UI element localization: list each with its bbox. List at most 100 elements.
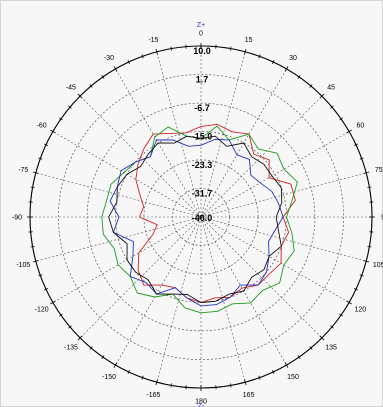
radial-tick-label: -40.0	[192, 213, 213, 223]
minor-angle-tick	[59, 313, 63, 317]
angle-tick-label: -75	[18, 167, 28, 174]
minor-angle-tick	[101, 75, 105, 79]
angle-tick	[113, 362, 118, 368]
angle-tick	[32, 171, 39, 174]
angle-spoke	[115, 216, 202, 366]
radial-tick-label: -23.3	[192, 160, 213, 170]
axis-top-label: Z+	[197, 22, 205, 29]
radial-tick-label: -15.0	[192, 132, 213, 142]
angle-tick	[244, 48, 247, 55]
minor-angle-tick	[309, 84, 313, 88]
minor-angle-tick	[258, 375, 261, 380]
minor-angle-tick	[44, 288, 48, 291]
angle-spoke	[200, 51, 246, 218]
angle-tick-label: -60	[37, 123, 47, 130]
angle-tick	[155, 48, 158, 55]
axis-bottom-label: Z-	[198, 403, 205, 407]
angle-tick-label: 165	[243, 392, 255, 399]
series-group	[101, 123, 298, 314]
angle-spoke	[156, 216, 202, 383]
series-line	[108, 135, 283, 303]
series-line	[109, 139, 284, 307]
angle-tick-label: -15	[148, 37, 158, 44]
minor-angle-tick	[30, 186, 35, 189]
angle-spoke	[200, 131, 350, 218]
angle-tick	[77, 335, 83, 341]
angle-spoke	[35, 216, 202, 262]
angle-tick	[363, 260, 370, 263]
series-line	[101, 125, 298, 314]
angle-tick	[32, 260, 39, 263]
angle-tick-label: 150	[287, 374, 299, 381]
minor-angle-tick	[339, 117, 343, 121]
angle-tick-label: -105	[16, 262, 30, 269]
minor-angle-tick	[330, 325, 334, 329]
angle-spoke	[200, 216, 246, 383]
angle-spoke	[200, 172, 367, 218]
minor-angle-tick	[38, 274, 43, 277]
angle-tick	[284, 66, 289, 72]
minor-angle-tick	[141, 375, 144, 380]
angle-tick-label: 105	[373, 262, 383, 269]
angle-tick-label: 75	[375, 167, 383, 174]
minor-angle-tick	[359, 274, 364, 277]
minor-angle-tick	[272, 60, 275, 64]
angle-tick	[319, 335, 325, 341]
minor-angle-tick	[309, 346, 313, 350]
minor-angle-tick	[330, 105, 334, 109]
tick-labels: 0 15 30 45 60 75 90 105 120 135 150 165 180 -165 -150 -…	[12, 31, 383, 406]
angle-spoke	[200, 216, 367, 262]
radial-tick-label: -31.7	[192, 189, 213, 199]
radial-tick-label: 1.7	[196, 74, 209, 84]
angle-tick	[155, 379, 158, 386]
minor-angle-tick	[38, 157, 43, 160]
angle-tick	[346, 300, 352, 305]
angle-tick-label: -150	[102, 374, 116, 381]
minor-angle-tick	[367, 245, 372, 248]
angle-tick	[284, 362, 289, 368]
angle-tick-label: 30	[289, 55, 297, 62]
angle-tick-label: 90	[381, 215, 383, 222]
minor-angle-tick	[229, 383, 232, 388]
minor-angle-tick	[297, 355, 301, 359]
minor-angle-tick	[258, 54, 261, 59]
angle-spoke	[200, 216, 323, 339]
radial-grid-circle	[58, 74, 344, 360]
minor-angle-tick	[101, 355, 105, 359]
minor-angle-tick	[354, 143, 358, 146]
minor-angle-tick	[44, 143, 48, 146]
angle-tick-label: 60	[356, 123, 364, 130]
radial-tick-label: -6.7	[194, 103, 210, 113]
angle-tick	[77, 93, 83, 99]
angle-tick-label: -120	[35, 307, 49, 314]
angle-tick-label: 45	[327, 84, 335, 91]
minor-angle-tick	[272, 370, 275, 374]
radial-tick-label: 10.0	[193, 46, 211, 56]
angle-spoke	[200, 216, 350, 303]
angle-tick-label: 180	[195, 399, 207, 406]
angle-tick-label: -90	[12, 215, 22, 222]
angle-tick-label: 0	[199, 31, 203, 38]
minor-angle-tick	[170, 46, 173, 51]
minor-angle-tick	[59, 117, 63, 121]
angle-tick-label: 135	[325, 345, 337, 352]
angle-tick-label: -30	[104, 55, 114, 62]
angle-tick	[363, 171, 370, 174]
minor-angle-tick	[339, 313, 343, 317]
angle-tick	[244, 379, 247, 386]
angle-tick	[50, 129, 56, 134]
minor-angle-tick	[229, 46, 232, 51]
angle-tick	[346, 129, 352, 134]
angle-tick-label: -135	[64, 345, 78, 352]
minor-angle-tick	[354, 288, 358, 291]
angle-tick	[113, 66, 118, 72]
angle-tick	[319, 93, 325, 99]
minor-angle-tick	[68, 325, 72, 329]
angle-tick-label: -45	[66, 84, 76, 91]
minor-angle-tick	[367, 186, 372, 189]
minor-angle-tick	[89, 84, 93, 88]
angle-spoke	[156, 51, 202, 218]
minor-angle-tick	[359, 157, 364, 160]
